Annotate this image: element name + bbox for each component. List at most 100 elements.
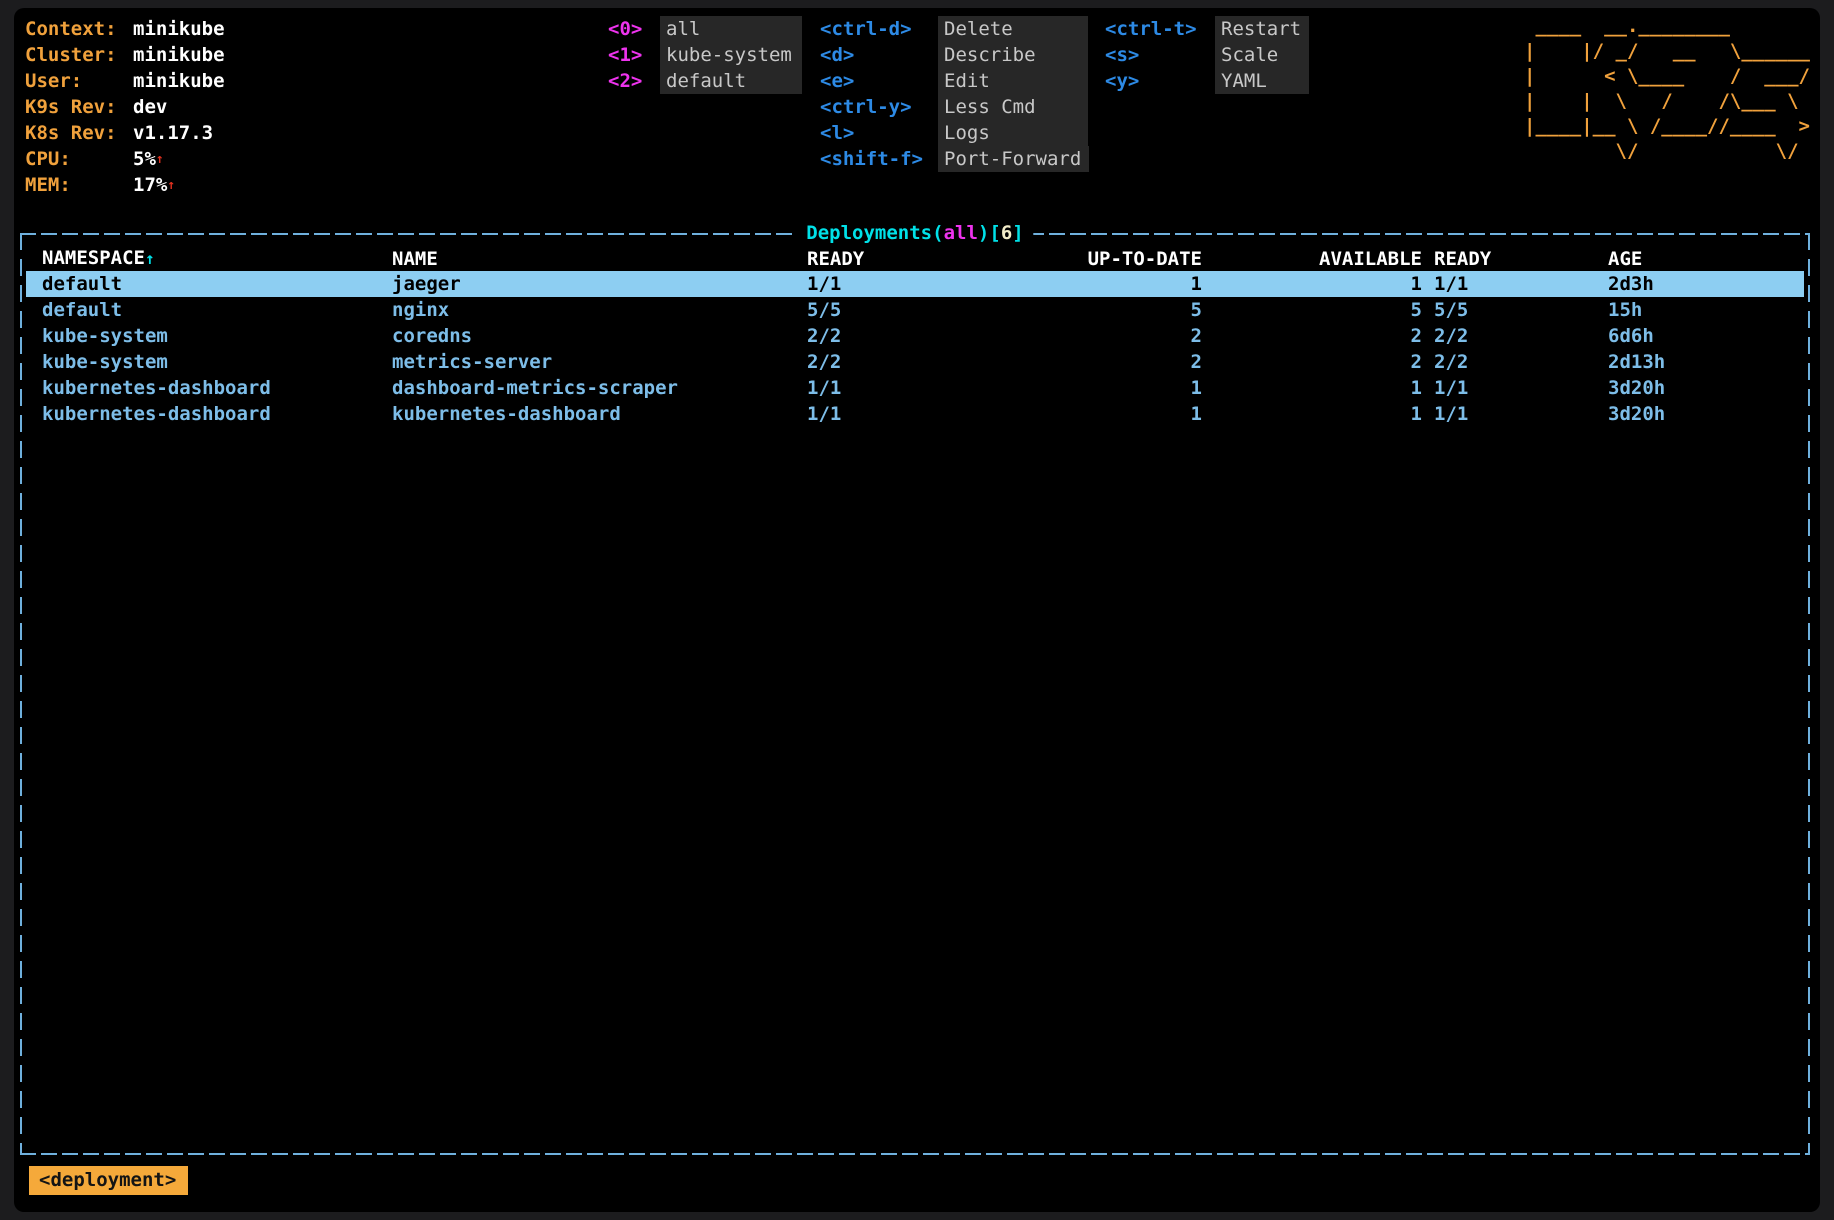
table-row[interactable]: default nginx 5/5 5 5 5/5 15h	[26, 297, 1804, 323]
header-age: AGE	[1608, 247, 1643, 270]
title-bracket-open: [	[989, 222, 1001, 244]
cell-available: 2	[1410, 325, 1422, 347]
cell-ready: 5/5	[807, 299, 842, 321]
keybinding-less-cmd: <ctrl-y> Less Cmd	[820, 94, 1089, 120]
cell-ready-2: 1/1	[1434, 377, 1469, 399]
mem-label: MEM:	[25, 174, 71, 196]
cell-up-to-date: 1	[1190, 273, 1202, 295]
keybinding-logs: <l> Logs	[820, 120, 1089, 146]
cell-ready-2: 5/5	[1434, 299, 1469, 321]
key-shift-f: <shift-f>	[820, 148, 923, 170]
cell-age: 15h	[1608, 299, 1643, 321]
sort-ascending-icon: ↑	[144, 249, 155, 268]
delete-label: Delete	[938, 16, 1088, 42]
logo-line: | | \ / /\___ \	[1524, 90, 1799, 112]
namespace-kube-system-label: kube-system	[660, 42, 802, 68]
breadcrumb-deployment: <deployment>	[29, 1166, 189, 1195]
cell-available: 1	[1410, 377, 1422, 399]
cell-ready: 1/1	[807, 403, 842, 425]
table-row[interactable]: default jaeger 1/1 1 1 1/1 2d3h	[26, 271, 1804, 297]
header-available: AVAILABLE	[1319, 247, 1422, 270]
mem-value: 17%	[133, 174, 168, 196]
key-l: <l>	[820, 122, 855, 144]
mem-row: MEM: 17%↑	[25, 172, 225, 198]
key-ctrl-t: <ctrl-t>	[1105, 18, 1197, 40]
cell-up-to-date: 5	[1190, 299, 1202, 321]
port-forward-label: Port-Forward	[938, 146, 1090, 172]
k9s-rev-value: dev	[133, 96, 168, 118]
cell-namespace: kube-system	[42, 351, 168, 373]
cell-namespace: kube-system	[42, 325, 168, 347]
cell-namespace: default	[42, 299, 123, 321]
cell-ready-2: 1/1	[1434, 403, 1469, 425]
table-row[interactable]: kubernetes-dashboard dashboard-metrics-s…	[26, 375, 1804, 401]
cpu-up-arrow-icon: ↑	[155, 152, 164, 167]
cell-ready-2: 1/1	[1434, 273, 1469, 295]
cell-available: 5	[1410, 299, 1422, 321]
keybinding-delete: <ctrl-d> Delete	[820, 16, 1089, 42]
cell-available: 2	[1410, 351, 1422, 373]
logo-line: | < \____ / ___/	[1524, 65, 1810, 87]
cluster-label: Cluster:	[25, 44, 117, 66]
namespace-hotkey-default: <2> default	[608, 68, 802, 94]
context-row: Context: minikube	[25, 16, 225, 42]
cell-ready: 2/2	[807, 325, 842, 347]
keybindings-column-1: <ctrl-d> Delete <d> Describe <e> Edit <ctrl…	[820, 16, 1090, 172]
cell-up-to-date: 2	[1190, 325, 1202, 347]
keybindings-column-2: <ctrl-t> Restart <s> Scale <y> YAML	[1105, 16, 1310, 94]
keybinding-edit: <e> Edit	[820, 68, 1089, 94]
header-namespace: NAMESPACE↑	[42, 245, 392, 272]
key-e: <e>	[820, 70, 855, 92]
logs-label: Logs	[938, 120, 1088, 146]
cell-ready-2: 2/2	[1434, 351, 1469, 373]
keybinding-restart: <ctrl-t> Restart	[1105, 16, 1310, 42]
cell-up-to-date: 2	[1190, 351, 1202, 373]
cell-age: 3d20h	[1608, 377, 1666, 399]
context-value: minikube	[133, 18, 225, 40]
k8s-rev-label: K8s Rev:	[25, 122, 117, 144]
cell-ready: 2/2	[807, 351, 842, 373]
key-y: <y>	[1105, 70, 1140, 92]
logo-line: ____ __.________	[1524, 15, 1730, 37]
cpu-value: 5%	[133, 148, 156, 170]
k8s-rev-row: K8s Rev: v1.17.3	[25, 120, 225, 146]
namespace-hotkey-kube-system: <1> kube-system	[608, 42, 802, 68]
cell-age: 6d6h	[1608, 325, 1654, 347]
namespace-hotkey-all: <0> all	[608, 16, 802, 42]
namespace-all-label: all	[660, 16, 802, 42]
cell-namespace: kubernetes-dashboard	[42, 377, 271, 399]
header-name: NAME	[392, 247, 438, 270]
keybinding-describe: <d> Describe	[820, 42, 1089, 68]
title-count: 6	[1000, 222, 1013, 244]
scale-label: Scale	[1215, 42, 1309, 68]
cell-name: coredns	[392, 325, 473, 347]
logo-line: |____|__ \ /____//____ >	[1524, 115, 1810, 137]
deployments-table: NAMESPACE↑ NAME READY UP-TO-DATE AVAILAB…	[26, 245, 1804, 427]
cluster-info: Context: minikube Cluster: minikube User: m…	[25, 16, 225, 198]
user-label: User:	[25, 70, 83, 92]
namespace-hotkeys: <0> all <1> kube-system <2> default	[608, 16, 802, 94]
table-row[interactable]: kube-system coredns 2/2 2 2 2/2 6d6h	[26, 323, 1804, 349]
cell-available: 1	[1410, 273, 1422, 295]
panel-title: Deployments(all)[6]	[796, 220, 1034, 246]
namespace-default-label: default	[660, 68, 802, 94]
k9s-terminal: Context: minikube Cluster: minikube User: m…	[14, 8, 1820, 1212]
cell-ready: 1/1	[807, 273, 842, 295]
table-row[interactable]: kube-system metrics-server 2/2 2 2 2/2 2…	[26, 349, 1804, 375]
key-s: <s>	[1105, 44, 1140, 66]
mem-up-arrow-icon: ↑	[167, 178, 176, 193]
cell-namespace: kubernetes-dashboard	[42, 403, 271, 425]
table-header-row: NAMESPACE↑ NAME READY UP-TO-DATE AVAILAB…	[26, 245, 1804, 271]
user-value: minikube	[133, 70, 225, 92]
cell-name: jaeger	[392, 273, 461, 295]
header-ready-2: READY	[1434, 247, 1492, 270]
k9s-rev-row: K9s Rev: dev	[25, 94, 225, 120]
k9s-rev-label: K9s Rev:	[25, 96, 117, 118]
header-ready: READY	[807, 247, 865, 270]
user-row: User: minikube	[25, 68, 225, 94]
describe-label: Describe	[938, 42, 1088, 68]
table-row[interactable]: kubernetes-dashboard kubernetes-dashboar…	[26, 401, 1804, 427]
keybinding-yaml: <y> YAML	[1105, 68, 1309, 94]
title-scope: all	[943, 222, 978, 244]
hotkey-1: <1>	[608, 44, 643, 66]
